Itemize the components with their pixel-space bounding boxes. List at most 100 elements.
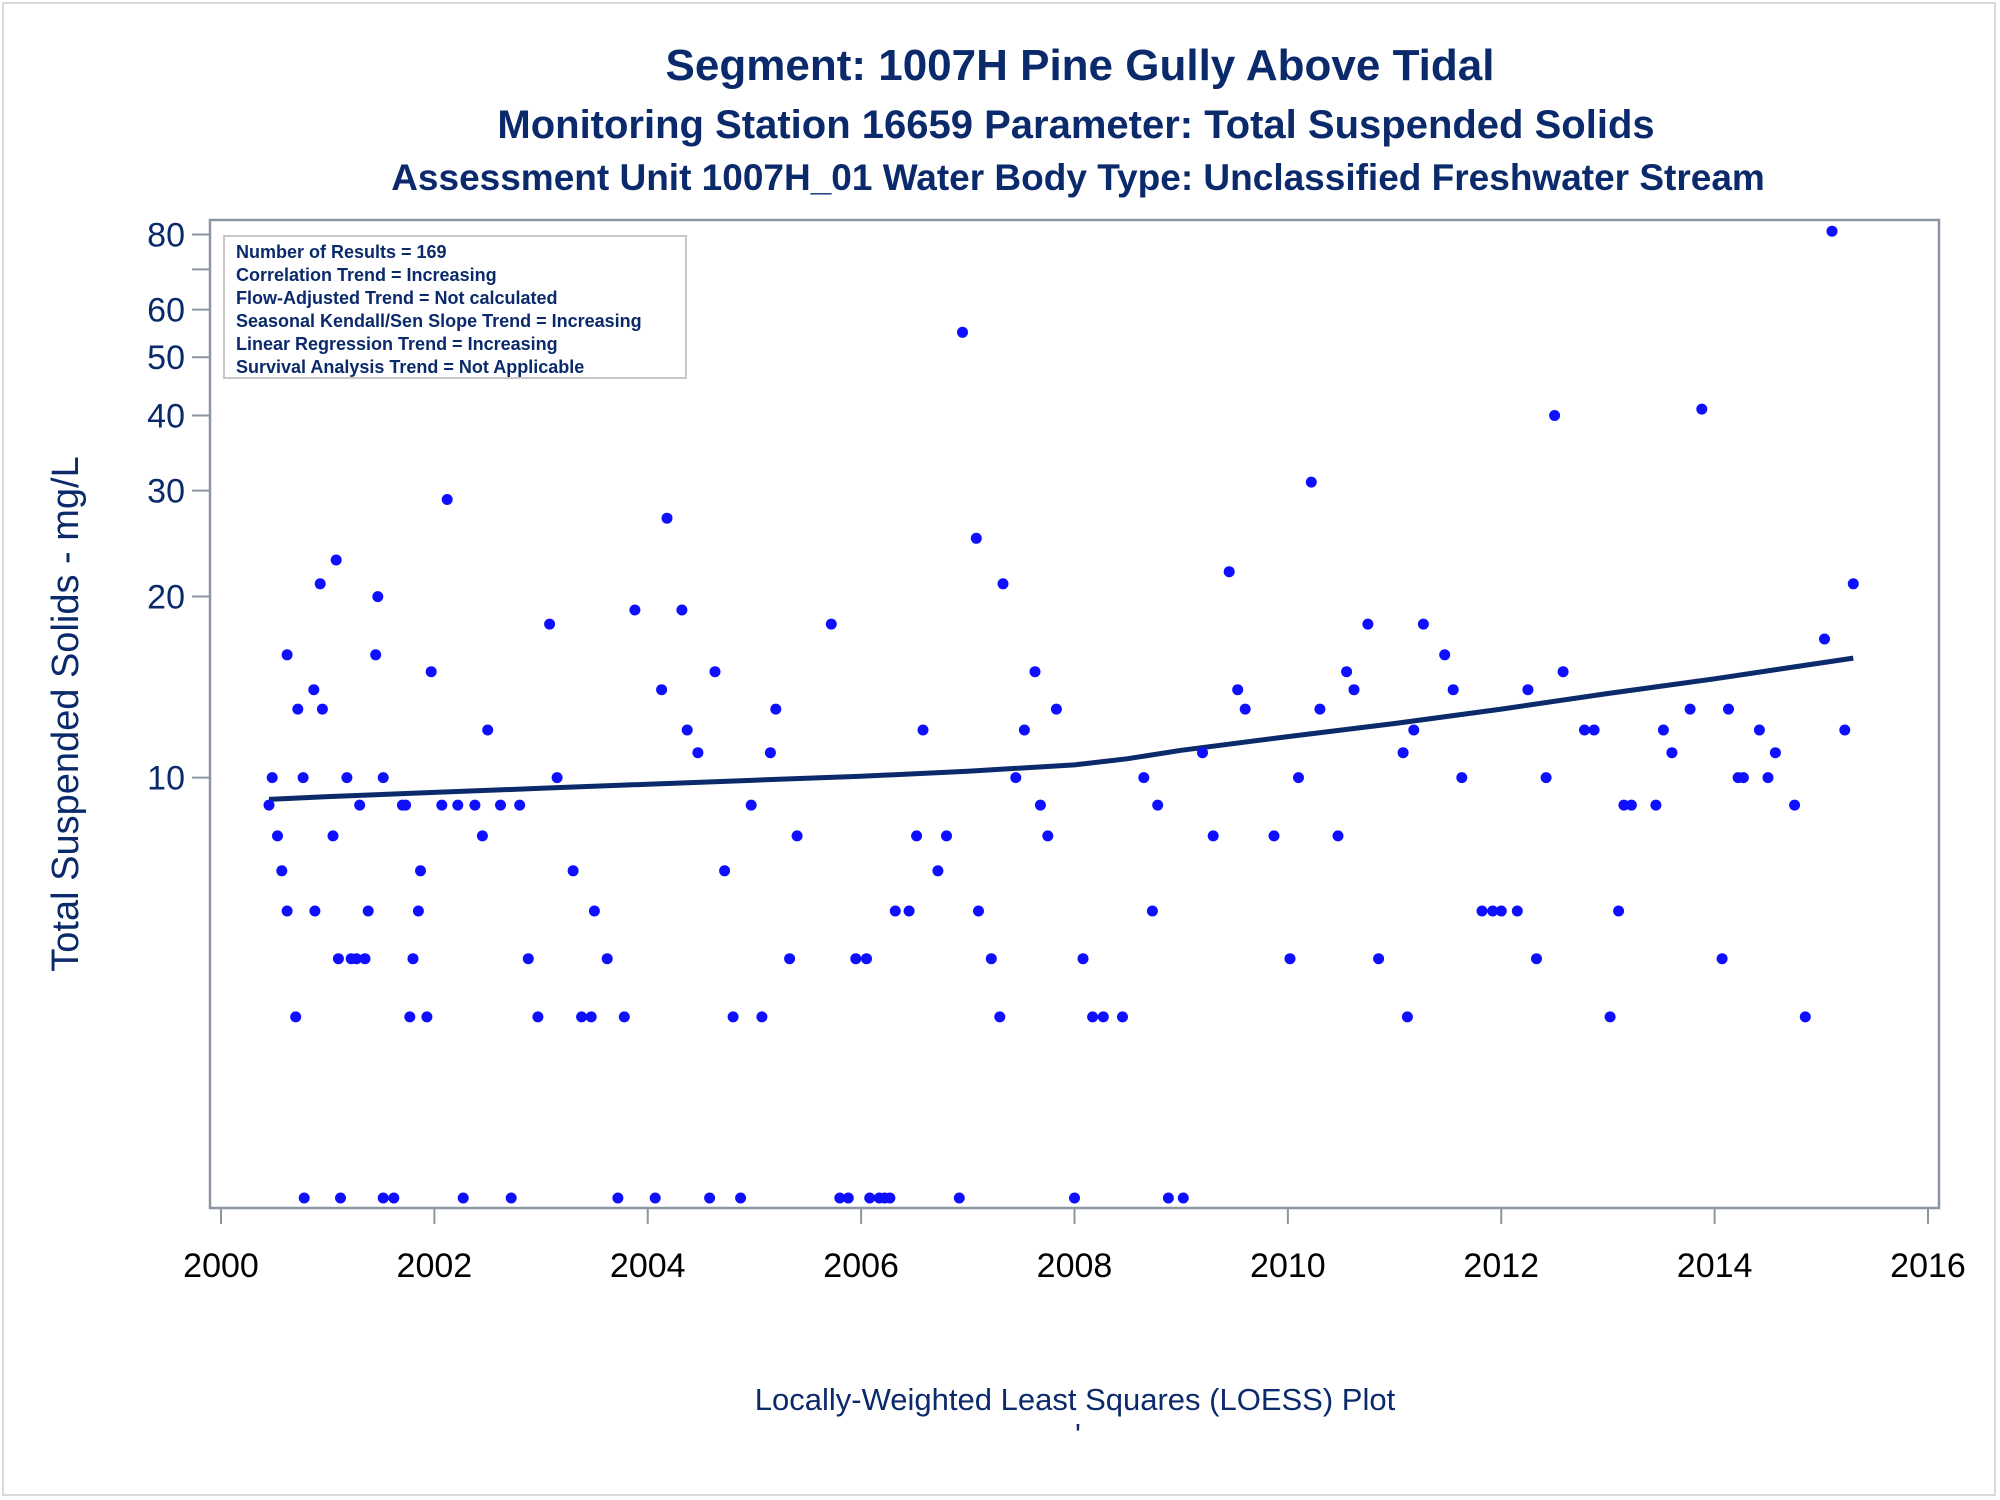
footer-label: Locally-Weighted Least Squares (LOESS) P…: [755, 1382, 1396, 1417]
data-point: [770, 703, 782, 715]
data-point: [452, 799, 464, 811]
data-point: [727, 1011, 739, 1023]
data-point: [332, 953, 344, 965]
data-point: [719, 865, 731, 877]
data-point: [1531, 953, 1542, 965]
data-point: [649, 1192, 661, 1204]
data-point: [1511, 905, 1523, 917]
data-point: [514, 799, 526, 811]
y-tick-label: 20: [147, 579, 185, 617]
data-point: [1557, 666, 1569, 678]
data-point: [1314, 703, 1326, 715]
y-axis: 10 20 30 40 50 60 80: [147, 216, 210, 798]
data-point: [791, 830, 803, 842]
data-point: [314, 578, 326, 590]
data-point: [1373, 953, 1385, 965]
y-tick-label: 30: [147, 473, 185, 511]
data-point: [436, 799, 448, 811]
data-point: [412, 905, 424, 917]
data-point: [676, 604, 688, 616]
data-point: [1408, 724, 1420, 736]
data-point: [764, 747, 776, 759]
data-point: [544, 618, 556, 630]
data-point: [1789, 799, 1801, 811]
data-point: [903, 905, 915, 917]
data-point: [316, 703, 328, 715]
data-point: [1293, 772, 1304, 784]
data-point: [834, 1192, 846, 1204]
data-point: [297, 772, 309, 784]
y-tick-label: 10: [147, 760, 185, 798]
data-point: [372, 591, 384, 603]
data-point: [1162, 1192, 1174, 1204]
y-tick-label: 80: [147, 216, 185, 254]
data-point: [656, 684, 668, 696]
data-point: [1077, 953, 1089, 965]
data-point: [415, 865, 426, 877]
data-point: [1232, 684, 1244, 696]
info-box-line: Linear Regression Trend = Increasing: [236, 334, 558, 354]
info-box-line: Seasonal Kendall/Sen Slope Trend = Incre…: [236, 311, 642, 331]
x-tick-label: 2008: [1037, 1247, 1113, 1285]
x-tick-label: 2004: [610, 1247, 686, 1285]
data-point: [482, 724, 494, 736]
data-point: [1522, 684, 1534, 696]
data-point: [1447, 684, 1459, 696]
info-box-line: Correlation Trend = Increasing: [236, 265, 497, 285]
data-point: [281, 649, 293, 661]
data-point: [970, 532, 982, 544]
data-point: [850, 953, 862, 965]
data-point: [290, 1011, 302, 1023]
data-point: [932, 865, 944, 877]
data-point: [1177, 1192, 1189, 1204]
data-point: [1146, 905, 1158, 917]
loess-trend-line: [268, 655, 1854, 802]
x-tick-label: 2006: [823, 1247, 899, 1285]
data-point: [425, 666, 437, 678]
data-point: [1666, 747, 1678, 759]
data-point: [911, 830, 923, 842]
info-box-line: Flow-Adjusted Trend = Not calculated: [236, 288, 558, 308]
data-point: [404, 1011, 416, 1023]
data-point: [681, 724, 693, 736]
data-point: [1604, 1011, 1616, 1023]
data-point: [618, 1011, 630, 1023]
data-point: [354, 799, 366, 811]
data-point: [567, 865, 579, 877]
info-box-lines: Number of Results = 169 Correlation Trend…: [236, 242, 642, 377]
data-point: [1362, 618, 1374, 630]
data-point: [276, 865, 288, 877]
info-box-line: Number of Results = 169: [236, 242, 447, 262]
data-point: [330, 554, 342, 566]
data-point: [917, 724, 929, 736]
data-point: [495, 799, 506, 811]
data-point: [1753, 724, 1765, 736]
data-point: [1762, 772, 1774, 784]
y-axis-label: Total Suspended Solids - mg/L: [45, 456, 87, 971]
data-point: [985, 953, 997, 965]
data-point: [1799, 1011, 1811, 1023]
data-point: [407, 953, 419, 965]
x-tick-label: 2012: [1463, 1247, 1539, 1285]
data-point: [884, 1192, 896, 1204]
data-point: [377, 772, 389, 784]
chart-subtitle-2: Assessment Unit 1007H_01 Water Body Type…: [391, 157, 1765, 198]
data-point: [588, 905, 600, 917]
data-point: [1268, 830, 1280, 842]
data-point: [1138, 772, 1150, 784]
data-point: [973, 905, 984, 917]
data-point: [1117, 1011, 1128, 1023]
data-point: [1152, 799, 1164, 811]
data-point: [1439, 649, 1451, 661]
info-box: [223, 235, 687, 379]
data-point: [309, 905, 321, 917]
x-tick-label: 2010: [1250, 1247, 1326, 1285]
data-point: [585, 1011, 597, 1023]
data-point: [1819, 633, 1830, 645]
x-tick-label: 2014: [1677, 1247, 1753, 1285]
data-point: [1696, 403, 1708, 415]
data-point: [400, 799, 412, 811]
data-point: [1839, 724, 1851, 736]
data-point: [388, 1192, 400, 1204]
data-point: [1223, 566, 1235, 578]
